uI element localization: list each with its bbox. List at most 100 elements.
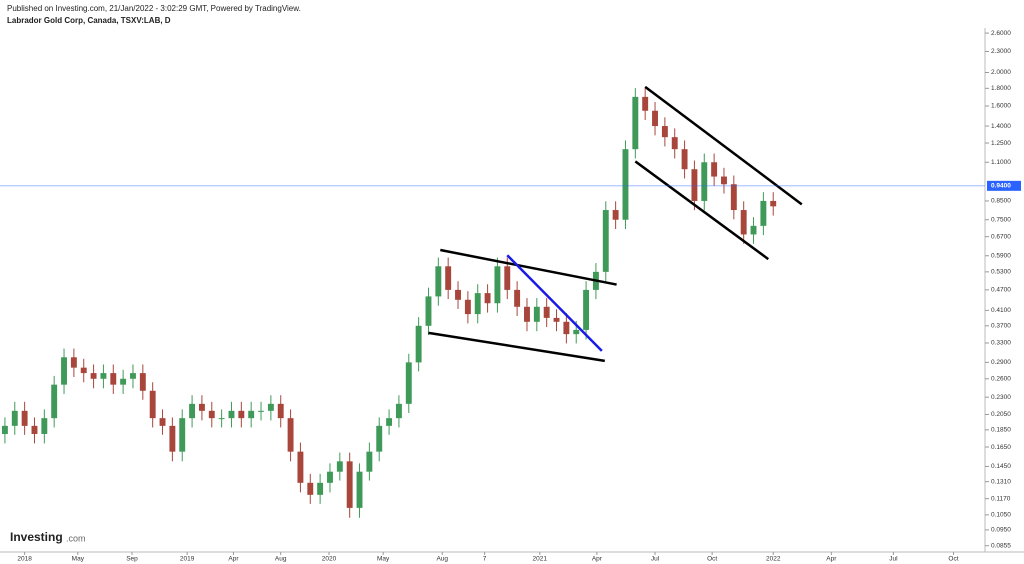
y-tick-label: 0.2300 [991, 394, 1011, 401]
x-tick-label: 2019 [180, 556, 195, 563]
candle-body [100, 373, 107, 379]
candle-body [730, 184, 737, 211]
x-tick-label: Jul [651, 556, 660, 563]
x-tick-label: 2022 [766, 556, 781, 563]
candle-body [189, 403, 196, 419]
candle-body [553, 317, 560, 322]
symbol-title: Labrador Gold Corp, Canada, TSXV:LAB, D [7, 16, 171, 25]
candle-body [1, 425, 8, 434]
candle-body [248, 410, 255, 419]
watermark-brand: Investing [10, 530, 63, 544]
candle-body [376, 425, 383, 452]
candle-body [277, 403, 284, 419]
candle-body [149, 390, 156, 419]
y-tick-label: 1.1000 [991, 159, 1011, 166]
y-tick-label: 0.6700 [991, 233, 1011, 240]
x-tick-label: 2021 [533, 556, 548, 563]
candle-body [208, 410, 215, 419]
trendline [428, 331, 605, 363]
y-tick-label: 0.3300 [991, 340, 1011, 347]
y-tick-label: 0.1310 [991, 478, 1011, 485]
x-tick-label: Oct [948, 556, 958, 563]
candle-body [484, 293, 491, 304]
candle-body [563, 321, 570, 335]
y-tick-label: 1.4000 [991, 123, 1011, 130]
y-tick-label: 0.0855 [991, 542, 1011, 549]
candle-body [80, 367, 87, 374]
x-tick-label: Jul [889, 556, 898, 563]
last-price-label: 0.9400 [991, 183, 1011, 190]
candle-body [543, 306, 550, 318]
candle-body [228, 410, 235, 419]
candle-body [701, 162, 708, 201]
candle-body [70, 357, 77, 368]
candle-body [336, 461, 343, 472]
candle-body [11, 410, 18, 426]
candle-body [169, 425, 176, 452]
candle-body [602, 210, 609, 272]
x-tick-label: 7 [483, 556, 487, 563]
candle-body [346, 461, 353, 508]
candle-body [307, 482, 314, 495]
candle-body [425, 296, 432, 326]
candle-body [179, 418, 186, 452]
candle-body [51, 384, 58, 419]
candle-body [386, 418, 393, 426]
candle-body [198, 403, 205, 411]
candle-body [405, 362, 412, 404]
candle-body [317, 482, 324, 495]
candle-body [297, 451, 304, 483]
candle-body [514, 289, 521, 307]
candle-body [760, 200, 767, 226]
candle-body [583, 289, 590, 330]
candle-body [750, 225, 757, 235]
candle-body [721, 176, 727, 185]
y-tick-label: 0.2600 [991, 375, 1011, 382]
y-tick-label: 0.7500 [991, 216, 1011, 223]
candle-body [740, 210, 747, 235]
candle-body [612, 210, 619, 220]
y-tick-label: 0.2050 [991, 411, 1011, 418]
y-tick-label: 0.4700 [991, 287, 1011, 294]
candle-body [435, 266, 442, 297]
y-tick-label: 0.8500 [991, 198, 1011, 205]
candle-body [366, 451, 373, 472]
candle-body [573, 329, 580, 335]
candle-body [494, 266, 501, 304]
candle-body [770, 200, 777, 207]
y-tick-label: 0.3700 [991, 323, 1011, 330]
candle-body [120, 378, 127, 385]
candle-body [159, 418, 166, 426]
x-tick-label: May [377, 556, 390, 563]
x-tick-label: Sep [126, 556, 138, 563]
candle-body [455, 289, 461, 300]
candle-body [652, 110, 658, 127]
y-tick-label: 1.2500 [991, 140, 1011, 147]
trendline [644, 85, 803, 206]
trendline [634, 160, 770, 261]
x-tick-label: 2018 [17, 556, 32, 563]
x-tick-label: Aug [275, 556, 287, 563]
x-tick-label: Oct [707, 556, 717, 563]
candle-body [218, 418, 225, 420]
candle-body [445, 266, 452, 290]
candle-body [661, 126, 668, 138]
candle-body [130, 373, 136, 379]
candle-body [327, 471, 333, 483]
y-tick-label: 0.1650 [991, 444, 1011, 451]
candle-body [533, 306, 540, 322]
candle-body [395, 403, 402, 419]
y-tick-label: 0.5900 [991, 252, 1011, 259]
candle-body [681, 149, 688, 170]
x-tick-label: 2020 [322, 556, 337, 563]
y-tick-label: 0.1050 [991, 512, 1011, 519]
candle-body [287, 418, 294, 452]
candle-body [139, 373, 146, 391]
published-note: Published on Investing.com, 21/Jan/2022 … [7, 4, 301, 13]
y-tick-label: 0.0950 [991, 527, 1011, 534]
y-tick-label: 0.1850 [991, 427, 1011, 434]
candle-body [632, 96, 639, 150]
last-price-box [987, 180, 1021, 191]
